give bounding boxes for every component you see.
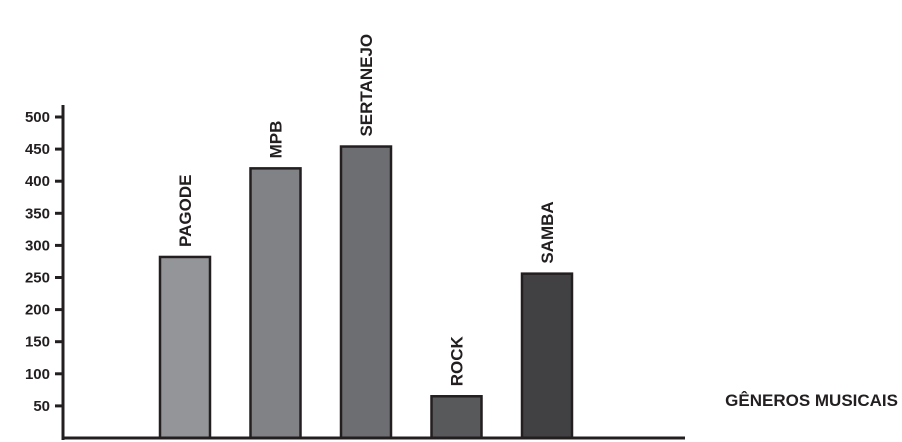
y-tick-label: 500 <box>25 109 50 126</box>
y-tick-label: 100 <box>25 366 50 383</box>
y-tick-label: 50 <box>33 398 50 415</box>
category-labels: PAGODE MPB SERTANEJO ROCK SAMBA <box>176 34 557 386</box>
y-tick-label: 450 <box>25 141 50 158</box>
y-tick-label: 250 <box>25 270 50 287</box>
y-tick-label: 200 <box>25 302 50 319</box>
y-tick-label: 300 <box>25 237 50 254</box>
bars <box>158 145 574 440</box>
bar <box>430 395 483 440</box>
bar <box>520 272 574 440</box>
y-axis: 50 100 150 200 250 300 350 400 450 500 <box>25 105 65 440</box>
y-tick-label: 350 <box>25 205 50 222</box>
category-label: PAGODE <box>176 175 195 247</box>
y-tick-label: 400 <box>25 173 50 190</box>
y-tick-label: 150 <box>25 334 50 351</box>
x-axis-title: GÊNEROS MUSICAIS <box>725 391 898 410</box>
bar <box>339 145 393 440</box>
category-label: SERTANEJO <box>357 34 376 137</box>
category-label: SAMBA <box>538 201 557 263</box>
category-label: ROCK <box>448 335 467 386</box>
bar <box>249 167 302 440</box>
bar <box>158 255 212 440</box>
category-label: MPB <box>267 121 286 159</box>
